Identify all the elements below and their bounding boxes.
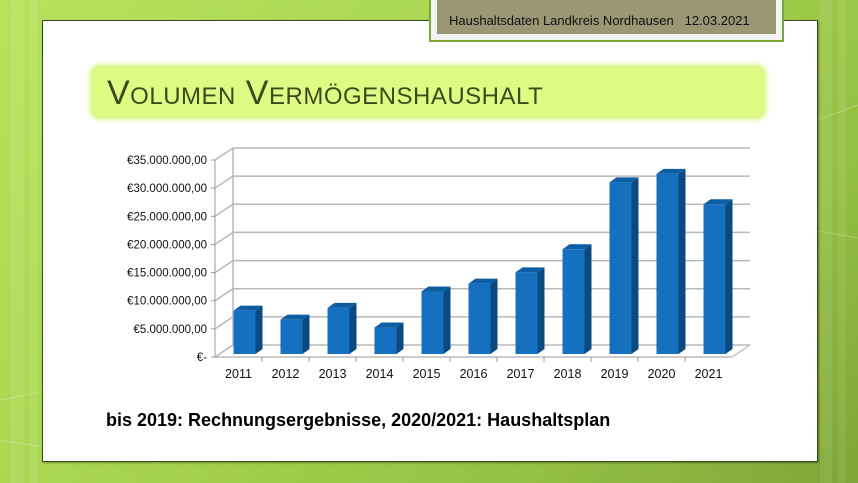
header-banner: Haushaltsdaten Landkreis Nordhausen 12.0… — [437, 0, 776, 34]
bar-side-2011 — [255, 305, 263, 354]
bar-side-2013 — [349, 302, 357, 354]
y-tick-label: €- — [197, 352, 207, 364]
title-bar: Volumen Vermögenshaushalt — [93, 68, 763, 116]
bar-chart: €- €5.000.000,00 €10.000.000,00 €15.000.000… — [100, 140, 760, 390]
bar-2021 — [703, 204, 726, 354]
chart-canvas: €- €5.000.000,00 €10.000.000,00 €15.000.000… — [127, 147, 751, 381]
x-tick-label: 2016 — [460, 367, 488, 381]
bar-top-2018 — [562, 244, 592, 250]
bar-2017 — [515, 272, 538, 354]
x-tick-label: 2015 — [413, 367, 441, 381]
bar-side-2014 — [396, 322, 404, 354]
y-tick-label: €30.000.000,00 — [127, 183, 207, 195]
bar-2012 — [280, 319, 303, 354]
bar-side-2015 — [443, 286, 451, 354]
bg-stripe — [838, 0, 846, 483]
header-box: Haushaltsdaten Landkreis Nordhausen 12.0… — [429, 0, 784, 42]
bar-top-2015 — [421, 286, 451, 292]
y-tick-label: €20.000.000,00 — [127, 239, 207, 251]
bar-top-2017 — [515, 267, 545, 273]
bar-2019 — [609, 182, 632, 354]
y-tick-label: €35.000.000,00 — [127, 155, 207, 167]
bar-2020 — [656, 173, 679, 354]
bar-top-2013 — [327, 302, 357, 308]
y-tick-label: €15.000.000,00 — [127, 268, 207, 280]
x-tick-label: 2014 — [366, 367, 394, 381]
bar-2018 — [562, 249, 585, 354]
y-tick-label: €25.000.000,00 — [127, 211, 207, 223]
x-tick-label: 2013 — [319, 367, 347, 381]
bar-2014 — [374, 327, 397, 354]
bg-stripe — [10, 0, 24, 483]
bar-side-2019 — [631, 177, 639, 354]
bar-top-2019 — [609, 177, 639, 183]
gridline-diagonal — [214, 259, 234, 274]
y-tick-label: €5.000.000,00 — [133, 324, 207, 336]
x-tick-label: 2021 — [695, 367, 723, 381]
bar-2011 — [233, 310, 256, 354]
bar-side-2020 — [678, 168, 686, 354]
bar-side-2017 — [537, 267, 545, 354]
gridline-diagonal — [214, 147, 234, 161]
x-tick-label: 2018 — [554, 367, 582, 381]
gridline-diagonal — [214, 203, 234, 217]
bg-stripe — [30, 0, 38, 483]
floor-edge — [731, 344, 751, 358]
bar-side-2018 — [584, 244, 592, 354]
slide-title: Volumen Vermögenshaushalt — [107, 74, 544, 112]
x-tick-label: 2011 — [225, 367, 252, 381]
bg-stripe — [820, 0, 832, 483]
chart-footnote: bis 2019: Rechnungsergebnisse, 2020/2021… — [106, 410, 611, 430]
bar-side-2012 — [302, 314, 310, 354]
bar-2015 — [421, 291, 444, 354]
y-tick-label: €10.000.000,00 — [127, 296, 207, 308]
gridline-diagonal — [214, 175, 234, 189]
gridline-diagonal — [214, 231, 234, 246]
x-tick-label: 2012 — [272, 367, 300, 381]
bar-top-2011 — [233, 305, 263, 311]
gridline-diagonal — [214, 316, 234, 330]
bar-2016 — [468, 283, 491, 354]
bar-top-2014 — [374, 322, 404, 328]
x-tick-label: 2017 — [507, 367, 535, 381]
gridline-diagonal — [214, 344, 234, 358]
bar-side-2016 — [490, 278, 498, 354]
bar-top-2021 — [703, 199, 733, 205]
bar-top-2020 — [656, 168, 686, 174]
gridline-diagonal — [214, 288, 234, 302]
bar-side-2021 — [725, 199, 733, 354]
x-tick-label: 2020 — [648, 367, 676, 381]
x-tick-label: 2019 — [601, 367, 629, 381]
bar-2013 — [327, 307, 350, 354]
bar-top-2016 — [468, 278, 498, 284]
bar-top-2012 — [280, 314, 310, 320]
header-text: Haushaltsdaten Landkreis Nordhausen 12.0… — [449, 13, 750, 28]
